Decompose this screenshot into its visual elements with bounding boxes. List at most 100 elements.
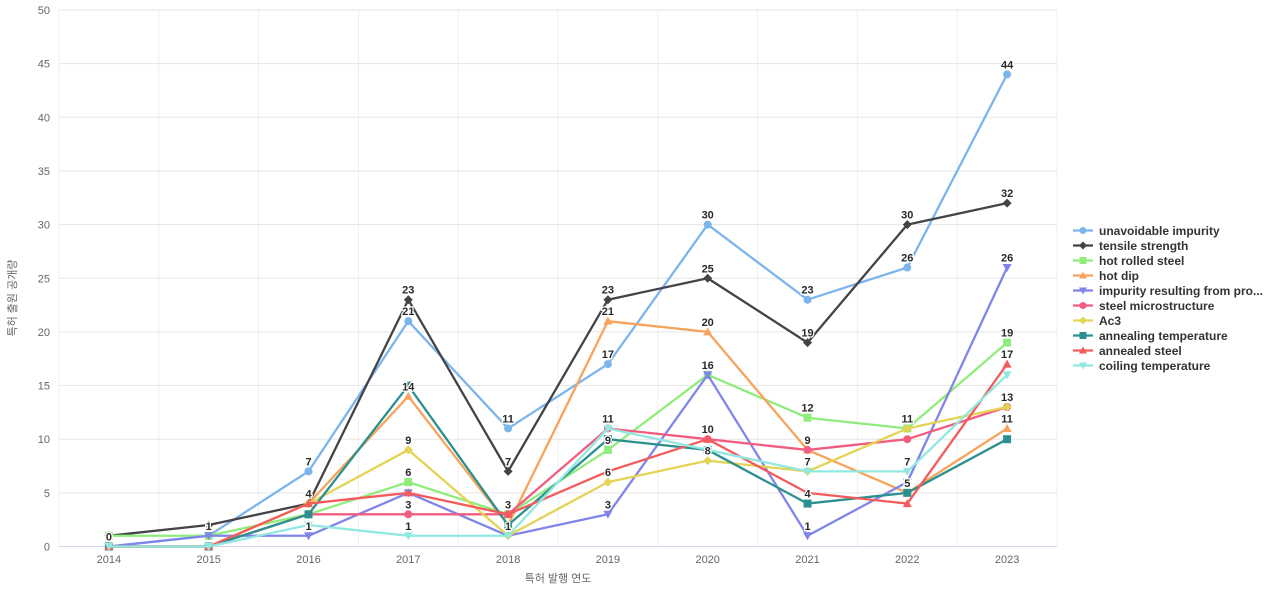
series-marker [1002, 402, 1012, 412]
series-marker [603, 435, 612, 444]
legend-marker-icon [1073, 257, 1093, 264]
series-marker [803, 295, 812, 304]
legend-item-annealing-temperature[interactable]: annealing temperature [1072, 328, 1263, 343]
x-tick-label: 2020 [695, 554, 719, 566]
x-tick-label: 2022 [895, 554, 919, 566]
y-axis-title: 특허 출원 공개량 [7, 259, 19, 337]
data-label: 7 [904, 456, 910, 468]
series-marker [703, 434, 713, 443]
series-marker [403, 295, 413, 305]
series-marker [304, 467, 313, 476]
series-marker [503, 532, 513, 541]
legend-item-unavoidable-impurity[interactable]: unavoidable impurity [1072, 223, 1263, 238]
legend-label: annealed steel [1099, 343, 1182, 358]
data-label: 17 [602, 349, 614, 361]
series-marker [1079, 362, 1087, 370]
data-label: 11 [901, 413, 913, 425]
x-tick-label: 2016 [296, 554, 320, 566]
legend-label: tensile strength [1099, 238, 1189, 253]
legend-item-hot-rolled-steel[interactable]: hot rolled steel [1072, 253, 1263, 268]
legend-item-ac3[interactable]: Ac3 [1072, 313, 1263, 328]
legend-item-impurity-resulting-from-pro[interactable]: impurity resulting from pro... [1072, 283, 1263, 298]
data-label: 1 [804, 521, 810, 533]
data-label: 23 [602, 285, 614, 297]
data-label: 21 [602, 306, 614, 318]
y-tick-label: 45 [38, 59, 50, 71]
series-marker [503, 466, 513, 476]
series-line [108, 202, 1008, 537]
series-marker [1079, 271, 1087, 279]
data-label: 6 [605, 467, 611, 479]
series-marker [503, 509, 513, 518]
legend-item-tensile-strength[interactable]: tensile strength [1072, 238, 1263, 253]
data-label: 25 [702, 263, 714, 275]
series-marker [703, 327, 713, 336]
legend-marker-icon [1073, 302, 1093, 309]
series-marker [104, 543, 114, 551]
series-marker [1002, 359, 1012, 368]
series-marker [803, 467, 812, 476]
y-tick-label: 25 [38, 273, 50, 285]
series-marker [703, 371, 713, 380]
series-marker [1003, 70, 1012, 79]
data-label: 20 [702, 317, 714, 329]
data-label: 10 [702, 424, 714, 436]
series-marker [603, 424, 613, 433]
x-tick-label: 2023 [995, 554, 1019, 566]
series-marker [1002, 423, 1012, 432]
data-label: 1 [505, 521, 511, 533]
x-tick-label: 2019 [596, 554, 620, 566]
series-marker [404, 510, 413, 519]
legend-marker-icon [1073, 241, 1093, 250]
data-label: 44 [1001, 59, 1014, 71]
series-marker [403, 488, 413, 497]
series-marker [703, 220, 712, 229]
series-marker [603, 316, 613, 325]
series-marker [403, 445, 413, 455]
legend-label: unavoidable impurity [1099, 223, 1220, 238]
data-label: 4 [804, 489, 811, 501]
legend-marker-icon [1073, 362, 1093, 370]
series-marker [204, 532, 214, 541]
series-marker [803, 445, 812, 454]
data-label: 1 [206, 521, 212, 533]
legend-item-hot-dip[interactable]: hot dip [1072, 268, 1263, 283]
data-label: 17 [1001, 349, 1013, 361]
data-label: 3 [605, 499, 611, 511]
data-label: 23 [801, 285, 813, 297]
data-label: 11 [1001, 413, 1013, 425]
data-label: 1 [305, 521, 311, 533]
data-label: 19 [801, 328, 813, 340]
series-marker [703, 446, 713, 455]
y-tick-label: 50 [38, 5, 50, 17]
series-marker [603, 510, 613, 519]
legend-item-steel-microstructure[interactable]: steel microstructure [1072, 298, 1263, 313]
series-marker [803, 413, 812, 422]
data-label: 1 [405, 521, 411, 533]
data-label: 3 [405, 499, 411, 511]
series-marker [703, 273, 713, 283]
series-marker [603, 466, 613, 475]
y-tick-label: 10 [38, 434, 50, 446]
series-marker [803, 338, 812, 348]
series-marker [1002, 264, 1012, 273]
data-label: 19 [1001, 328, 1013, 340]
series-marker [1002, 371, 1012, 380]
series-marker [703, 456, 713, 466]
legend-marker-icon [1073, 287, 1093, 295]
x-tick-label: 2017 [396, 554, 420, 566]
legend-label: steel microstructure [1099, 298, 1215, 313]
series-marker [1079, 346, 1087, 354]
series-line [108, 373, 1008, 548]
data-label: 26 [1001, 253, 1013, 265]
data-label: 11 [502, 413, 514, 425]
data-label: 8 [705, 446, 711, 458]
data-label: 16 [702, 360, 714, 372]
legend-item-coiling-temperature[interactable]: coiling temperature [1072, 358, 1263, 373]
legend-label: coiling temperature [1099, 358, 1211, 373]
data-label: 5 [904, 478, 910, 490]
series-marker [504, 424, 513, 433]
legend-item-annealed-steel[interactable]: annealed steel [1072, 343, 1263, 358]
series-marker [1003, 435, 1012, 444]
